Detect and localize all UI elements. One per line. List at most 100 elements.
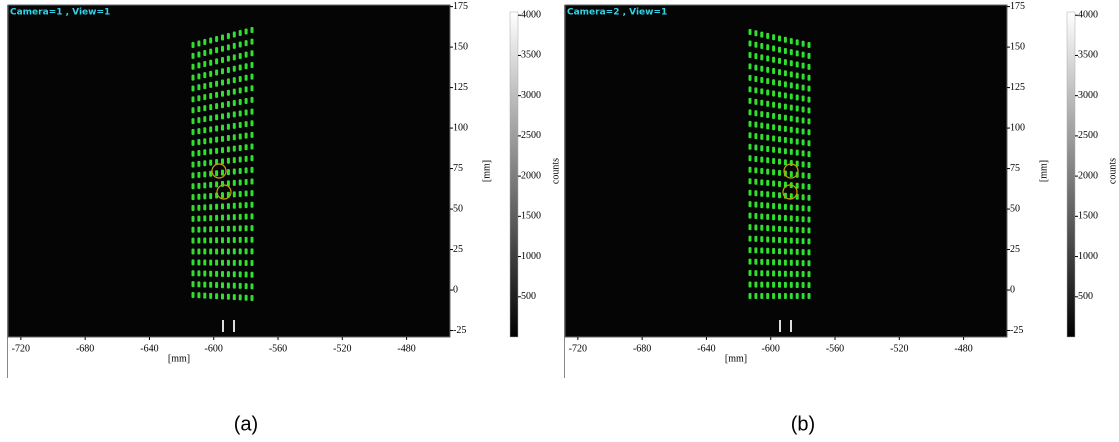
target-dot bbox=[239, 191, 242, 197]
colorbar-tick-label: 3500 bbox=[521, 50, 541, 61]
target-dot bbox=[802, 260, 805, 266]
target-dot bbox=[251, 39, 254, 45]
target-dot bbox=[802, 183, 805, 189]
target-dot bbox=[766, 123, 769, 129]
colorbar-tick-label: 1500 bbox=[521, 211, 541, 222]
target-dot bbox=[251, 74, 254, 80]
target-dot bbox=[778, 215, 781, 221]
target-dot bbox=[772, 102, 775, 108]
target-dot bbox=[802, 74, 805, 80]
target-dot bbox=[760, 77, 763, 83]
target-dot bbox=[239, 30, 242, 36]
target-dot bbox=[221, 260, 224, 266]
target-dot bbox=[221, 113, 224, 119]
colorbar bbox=[510, 12, 518, 337]
target-dot bbox=[221, 170, 224, 176]
y-tick-label: 50 bbox=[1010, 203, 1020, 214]
target-dot bbox=[203, 149, 206, 155]
target-dot bbox=[749, 155, 752, 161]
target-dot bbox=[808, 249, 811, 255]
target-dot bbox=[227, 237, 230, 243]
target-dot bbox=[802, 96, 805, 102]
target-dot bbox=[754, 202, 757, 208]
target-dot bbox=[772, 135, 775, 141]
caption: (a) bbox=[234, 413, 258, 435]
target-dot bbox=[245, 260, 248, 266]
target-dot bbox=[192, 42, 195, 48]
target-dot bbox=[197, 292, 200, 298]
target-dot bbox=[802, 282, 805, 288]
target-dot bbox=[221, 215, 224, 221]
target-dot bbox=[203, 94, 206, 100]
target-dot bbox=[239, 248, 242, 254]
target-dot bbox=[245, 156, 248, 162]
target-dot bbox=[808, 129, 811, 135]
target-dot bbox=[784, 237, 787, 243]
target-dot bbox=[784, 59, 787, 65]
target-dot bbox=[749, 132, 752, 138]
target-dot bbox=[245, 40, 248, 46]
target-dot bbox=[239, 99, 242, 105]
target-dot bbox=[749, 109, 752, 115]
target-dot bbox=[233, 146, 236, 152]
target-dot bbox=[221, 136, 224, 142]
target-dot bbox=[215, 148, 218, 154]
target-dot bbox=[760, 179, 763, 185]
target-dot bbox=[766, 112, 769, 118]
target-dot bbox=[215, 237, 218, 243]
target-dot bbox=[778, 203, 781, 209]
y-tick-label: 125 bbox=[1010, 82, 1025, 93]
y-axis-label: [mm] bbox=[481, 160, 492, 182]
target-dot bbox=[239, 179, 242, 185]
target-dot bbox=[778, 91, 781, 97]
target-dot bbox=[766, 135, 769, 141]
x-tick-label: -720 bbox=[569, 343, 587, 354]
target-dot bbox=[192, 270, 195, 276]
target-dot bbox=[239, 87, 242, 93]
stand-right bbox=[790, 320, 792, 332]
target-dot bbox=[197, 183, 200, 189]
target-dot bbox=[796, 293, 799, 299]
target-dot bbox=[760, 270, 763, 276]
target-dot bbox=[215, 114, 218, 120]
target-dot bbox=[796, 72, 799, 78]
target-dot bbox=[808, 42, 811, 48]
target-dot bbox=[784, 148, 787, 154]
target-dot bbox=[754, 133, 757, 139]
target-dot bbox=[760, 236, 763, 242]
target-dot bbox=[754, 282, 757, 288]
target-dot bbox=[772, 57, 775, 63]
target-dot bbox=[790, 49, 793, 55]
target-dot bbox=[203, 72, 206, 78]
target-dot bbox=[778, 47, 781, 53]
x-tick-label: -480 bbox=[397, 343, 415, 354]
target-dot bbox=[209, 193, 212, 199]
target-dot bbox=[802, 249, 805, 255]
target-dot bbox=[766, 259, 769, 265]
target-dot bbox=[251, 237, 254, 243]
x-tick-label: -520 bbox=[333, 343, 351, 354]
target-dot bbox=[209, 38, 212, 44]
target-dot bbox=[251, 62, 254, 68]
target-dot bbox=[203, 61, 206, 67]
target-dot bbox=[233, 100, 236, 106]
target-dot bbox=[749, 40, 752, 46]
target-dot bbox=[754, 42, 757, 48]
target-dot bbox=[203, 215, 206, 221]
target-dot bbox=[209, 282, 212, 288]
target-dot bbox=[227, 67, 230, 73]
target-dot bbox=[215, 170, 218, 176]
target-dot bbox=[749, 29, 752, 35]
target-dot bbox=[778, 282, 781, 288]
target-dot bbox=[233, 169, 236, 175]
y-tick-label: 100 bbox=[1010, 122, 1025, 133]
stand-left bbox=[779, 320, 781, 332]
target-dot bbox=[203, 248, 206, 254]
target-dot bbox=[215, 282, 218, 288]
target-dot bbox=[766, 282, 769, 288]
y-tick-label: 150 bbox=[453, 41, 468, 52]
target-dot bbox=[808, 228, 811, 234]
target-dot bbox=[802, 205, 805, 211]
x-tick-label: -600 bbox=[205, 343, 223, 354]
target-dot bbox=[221, 35, 224, 41]
